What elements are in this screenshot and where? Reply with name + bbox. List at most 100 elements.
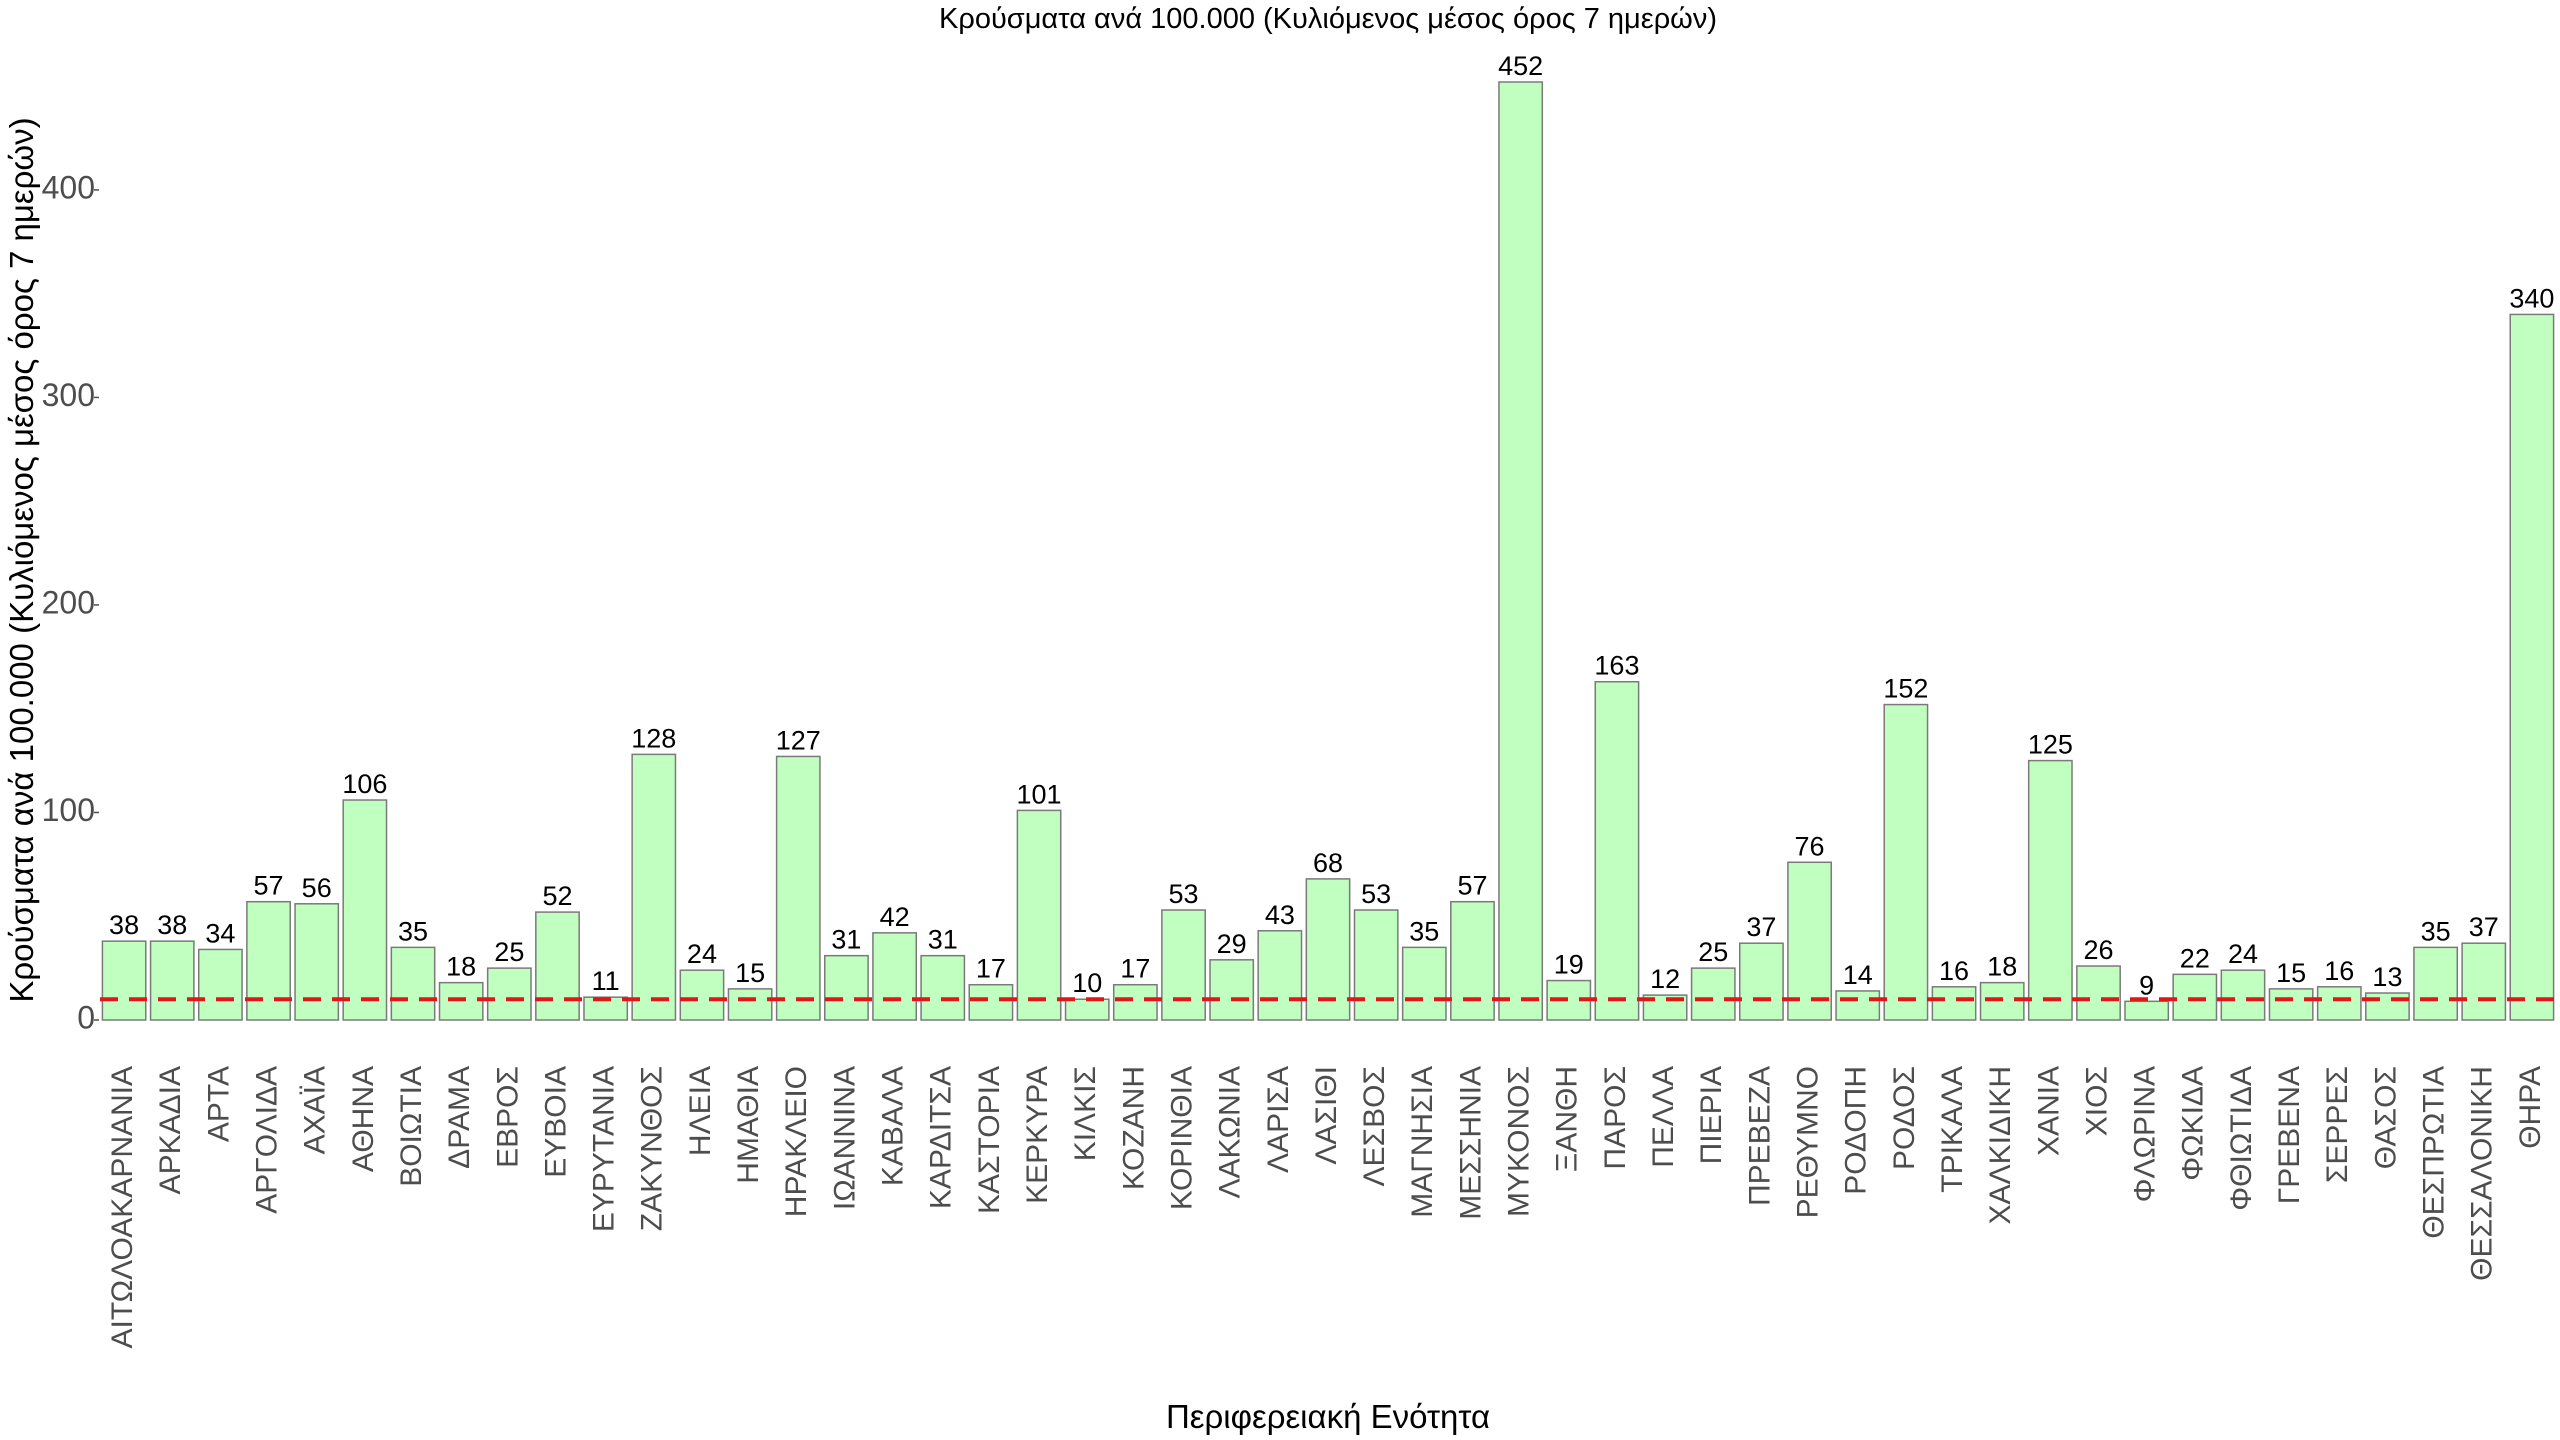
x-tick-label: ΘΕΣΣΑΛΟΝΙΚΗ xyxy=(2466,1066,2499,1281)
x-tick-label: ΡΕΘΥΜΝΟ xyxy=(1791,1066,1824,1218)
bar xyxy=(438,981,484,1021)
x-tick-label: ΘΗΡΑ xyxy=(2514,1066,2547,1149)
y-axis-ticks: 0 100 200 300 400 xyxy=(42,169,99,1035)
x-tick-label: ΜΑΓΝΗΣΙΑ xyxy=(1406,1066,1439,1218)
bar-value-label: 15 xyxy=(735,958,765,988)
y-tick-label: 400 xyxy=(42,169,95,205)
bar xyxy=(2172,973,2218,1021)
y-tick-label: 200 xyxy=(42,584,95,620)
bar-value-label: 127 xyxy=(776,725,821,755)
bar-value-label: 38 xyxy=(157,910,187,940)
bar xyxy=(2268,988,2314,1021)
x-tick-label: ΗΡΑΚΛΕΙΟ xyxy=(780,1066,813,1217)
x-tick-label: ΦΩΚΙΔΑ xyxy=(2177,1066,2210,1181)
bar-value-label: 42 xyxy=(880,902,910,932)
bar xyxy=(2027,759,2073,1021)
bar xyxy=(1016,809,1062,1021)
y-tick-label: 300 xyxy=(42,377,95,413)
x-tick-label: ΛΑΚΩΝΙΑ xyxy=(1214,1066,1247,1199)
bar xyxy=(1450,900,1495,1021)
x-tick-label: ΗΜΑΘΙΑ xyxy=(732,1066,765,1184)
bar xyxy=(920,954,966,1021)
x-tick-label: ΑΘΗΝΑ xyxy=(347,1066,380,1172)
x-tick-label: ΡΟΔΟΣ xyxy=(1888,1066,1921,1170)
bar-value-label: 22 xyxy=(2180,943,2210,973)
bar-value-label: 31 xyxy=(928,925,958,955)
bar xyxy=(631,753,677,1021)
bar xyxy=(968,983,1014,1021)
bar-value-label: 35 xyxy=(2421,916,2451,946)
x-tick-label: ΣΕΡΡΕΣ xyxy=(2321,1066,2354,1183)
x-tick-label: ΕΥΡΥΤΑΝΙΑ xyxy=(588,1066,621,1232)
x-tick-label: ΛΕΣΒΟΣ xyxy=(1358,1066,1391,1186)
bar xyxy=(535,911,580,1021)
bar xyxy=(1594,680,1640,1021)
bar xyxy=(727,988,773,1021)
bar-value-label: 24 xyxy=(2228,939,2258,969)
bar-value-label: 43 xyxy=(1265,900,1295,930)
bar-value-label: 106 xyxy=(342,769,387,799)
x-tick-label: ΧΑΝΙΑ xyxy=(2032,1066,2065,1156)
x-tick-label: ΑΙΤΩΛΟΑΚΑΡΝΑΝΙΑ xyxy=(106,1066,139,1348)
bar-value-label: 37 xyxy=(1746,912,1776,942)
bar xyxy=(1498,81,1544,1021)
x-tick-label: ΠΡΕΒΕΖΑ xyxy=(1743,1066,1776,1206)
x-tick-label: ΛΑΣΙΘΙ xyxy=(1310,1066,1343,1165)
bar-value-label: 12 xyxy=(1650,964,1680,994)
bar-value-label: 57 xyxy=(254,871,284,901)
bar-value-label: 19 xyxy=(1554,950,1584,980)
bar-value-label: 53 xyxy=(1361,879,1391,909)
bar-value-label: 26 xyxy=(2083,935,2113,965)
x-axis-title: Περιφερειακή Ενότητα xyxy=(1166,1398,1490,1435)
x-tick-label: ΚΟΡΙΝΘΙΑ xyxy=(1165,1066,1198,1210)
bar-value-label: 14 xyxy=(1843,960,1873,990)
bar xyxy=(1353,909,1399,1021)
bar xyxy=(2413,946,2459,1021)
y-tick-label: 0 xyxy=(77,999,95,1035)
bar xyxy=(101,940,147,1021)
bar xyxy=(1883,703,1929,1021)
x-tick-label: ΙΩΑΝΝΙΝΑ xyxy=(828,1066,861,1210)
bar xyxy=(2461,942,2507,1021)
x-tick-label: ΓΡΕΒΕΝΑ xyxy=(2273,1066,2306,1204)
bar-value-label: 13 xyxy=(2372,962,2402,992)
x-tick-label: ΦΘΙΩΤΙΔΑ xyxy=(2225,1066,2258,1211)
x-tick-label: ΡΟΔΟΠΗ xyxy=(1840,1066,1873,1195)
x-tick-label: ΧΑΛΚΙΔΙΚΗ xyxy=(1984,1066,2017,1224)
bar-value-label: 25 xyxy=(1698,937,1728,967)
bar xyxy=(1305,878,1351,1021)
x-tick-label: ΔΡΑΜΑ xyxy=(443,1066,476,1169)
x-tick-label: ΠΑΡΟΣ xyxy=(1599,1066,1632,1170)
x-tick-label: ΑΧΑΪΑ xyxy=(299,1066,332,1154)
bar xyxy=(2365,992,2410,1021)
bar xyxy=(872,932,918,1021)
bar xyxy=(1738,942,1784,1021)
x-tick-label: ΑΡΤΑ xyxy=(202,1066,235,1142)
x-tick-label: ΚΟΖΑΝΗ xyxy=(1117,1066,1150,1190)
bar-value-label: 18 xyxy=(1987,952,2017,982)
y-tick-label: 100 xyxy=(42,792,95,828)
bar xyxy=(1064,998,1110,1021)
x-tick-label: ΑΡΚΑΔΙΑ xyxy=(154,1066,187,1194)
x-tick-label: ΕΒΡΟΣ xyxy=(491,1066,524,1168)
x-tick-label: ΞΑΝΘΗ xyxy=(1551,1066,1584,1172)
bar xyxy=(824,954,869,1021)
x-tick-label: ΘΑΣΟΣ xyxy=(2369,1066,2402,1169)
x-tick-label: ΑΡΓΟΛΙΔΑ xyxy=(250,1066,283,1214)
x-tick-label: ΕΥΒΟΙΑ xyxy=(539,1066,572,1178)
bar-value-label: 128 xyxy=(631,723,676,753)
bar-value-label: 17 xyxy=(1120,954,1150,984)
bar-value-labels: 38 38 34 57 56 106 35 18 25 52 11 128 24 15 127 31 42 31 1… xyxy=(109,51,2554,1000)
bar xyxy=(2509,313,2555,1021)
bar-value-label: 31 xyxy=(831,925,861,955)
bar-value-label: 340 xyxy=(2509,283,2554,313)
bar xyxy=(1690,967,1736,1021)
bar-value-label: 76 xyxy=(1795,831,1825,861)
bar xyxy=(342,799,388,1021)
bar xyxy=(775,755,821,1021)
x-tick-label: ΦΛΩΡΙΝΑ xyxy=(2129,1066,2162,1202)
bar xyxy=(486,967,532,1021)
bar xyxy=(2124,1000,2170,1021)
x-tick-label: ΤΡΙΚΑΛΑ xyxy=(1936,1066,1969,1193)
x-tick-label: ΠΙΕΡΙΑ xyxy=(1695,1066,1728,1164)
